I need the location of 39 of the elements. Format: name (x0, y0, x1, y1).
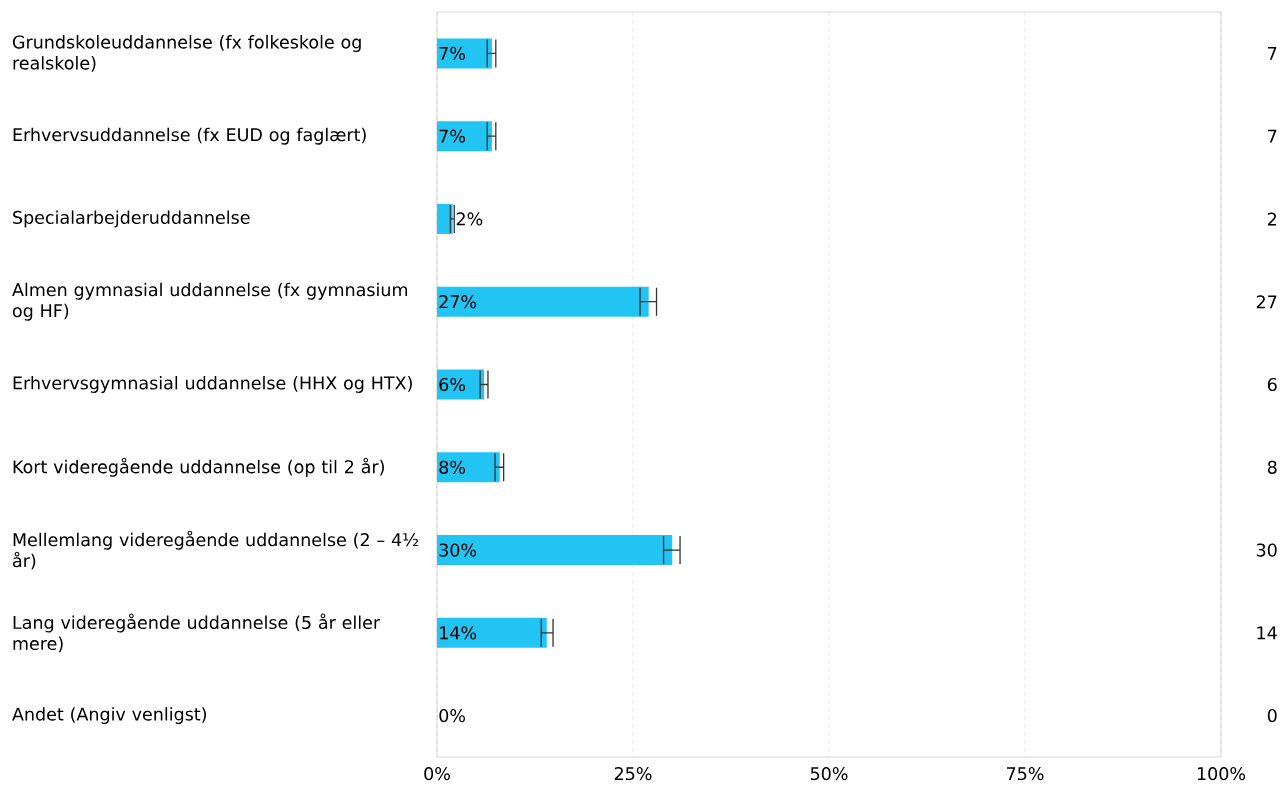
data-label: 6% (439, 377, 465, 392)
x-tick-label: 75% (1007, 767, 1044, 781)
x-tick-label: 25% (614, 767, 652, 781)
x-tick-label: 100% (1197, 767, 1246, 781)
data-label: 8% (439, 460, 465, 474)
data-label: 30% (439, 543, 477, 557)
bar (437, 121, 492, 152)
text: 7 (1268, 47, 1277, 60)
data-label: 2% (456, 212, 483, 226)
text: 30 (1256, 543, 1277, 557)
bar (437, 203, 453, 234)
text: 2 (1267, 212, 1277, 226)
bar (437, 38, 492, 69)
y-tick-label: Erhvervsgymnasial uddannelse (HHX og HTX) (13, 376, 412, 393)
y-tick-label: Andet (Angiv venligst) (12, 707, 207, 725)
data-label: 7% (439, 46, 465, 61)
y-tick-label: Mellemlang videregående uddannelse (2 – 4½ år) (13, 530, 418, 570)
y-tick-label: Erhvervsuddannelse (fx EUD og faglært) (13, 127, 366, 145)
x-tick-label: 0% (424, 767, 450, 781)
data-label: 0% (439, 708, 465, 723)
text: 7 (1268, 129, 1277, 143)
bar (437, 617, 547, 648)
text: 6 (1267, 377, 1277, 392)
data-label: 14% (440, 626, 477, 640)
bar (437, 286, 649, 317)
y-tick-label: Almen gymnasial uddannelse (fx gymnasium og HF) (12, 282, 408, 321)
text: 8 (1267, 460, 1277, 474)
bar (437, 452, 500, 483)
data-label: 27% (439, 295, 477, 309)
bar (437, 535, 673, 566)
y-tick-label: Lang videregående uddannelse (5 år eller mere) (13, 613, 381, 653)
data-label: 7% (439, 129, 465, 143)
y-tick-label: Kort videregående uddannelse (op til 2 år) (13, 457, 384, 477)
text: 27 (1256, 295, 1277, 309)
y-tick-label: Grundskoleuddannelse (fx folkeskole og realskole) (12, 35, 361, 72)
y-tick-label: Specialarbejderuddannelse (13, 210, 250, 228)
x-tick-label: 50% (810, 767, 848, 781)
text: 14 (1257, 626, 1277, 640)
text: 0 (1267, 708, 1277, 723)
